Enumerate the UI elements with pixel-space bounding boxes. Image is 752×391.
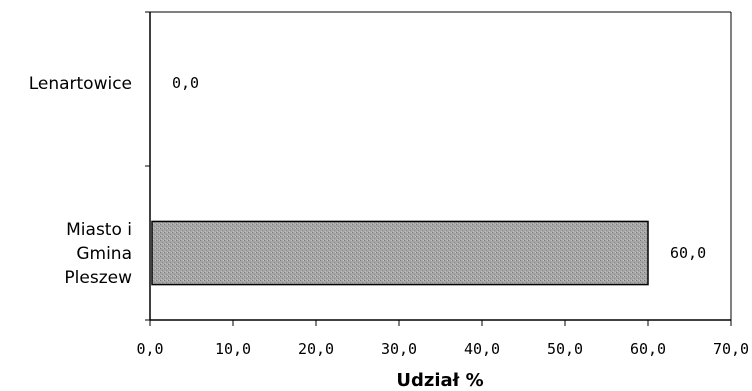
x-tick-label: 40,0 [464, 340, 500, 358]
x-tick-label: 0,0 [136, 340, 163, 358]
category-label: Gmina [76, 244, 132, 264]
x-tick-label: 10,0 [215, 340, 251, 358]
bar [152, 221, 648, 284]
x-axis-title: Udział % [396, 370, 483, 391]
bars [152, 221, 648, 284]
category-label: Pleszew [64, 268, 132, 288]
category-label: Lenartowice [29, 74, 132, 94]
x-tick-label: 60,0 [630, 340, 666, 358]
x-tick-label: 50,0 [547, 340, 583, 358]
data-label: 0,0 [172, 74, 199, 92]
category-label: Miasto i [66, 220, 132, 240]
x-axis-tick-labels: 0,0 10,0 20,0 30,0 40,0 50,0 60,0 70,0 [136, 340, 749, 358]
x-tick-label: 30,0 [381, 340, 417, 358]
x-axis-ticks [150, 320, 731, 326]
x-tick-label: 70,0 [713, 340, 749, 358]
x-tick-label: 20,0 [298, 340, 334, 358]
category-labels: Lenartowice Miasto i Gmina Pleszew [29, 74, 132, 288]
data-label: 60,0 [670, 244, 706, 262]
